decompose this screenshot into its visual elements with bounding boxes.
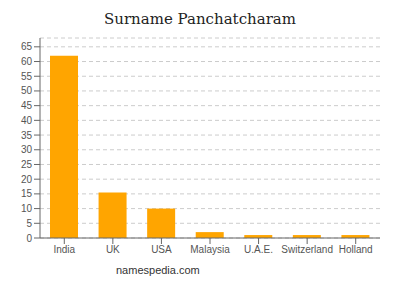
- svg-text:Holland: Holland: [339, 244, 373, 255]
- svg-text:Malaysia: Malaysia: [190, 244, 230, 255]
- html-text:namespedia.com: namespedia.com: [116, 264, 200, 276]
- svg-text:0: 0: [26, 233, 32, 244]
- svg-text:55: 55: [21, 71, 33, 82]
- svg-text:5: 5: [26, 218, 32, 229]
- svg-text:25: 25: [21, 159, 33, 170]
- svg-text:50: 50: [21, 85, 33, 96]
- svg-text:India: India: [53, 244, 75, 255]
- svg-text:20: 20: [21, 174, 33, 185]
- html-text:Surname Panchatcharam: Surname Panchatcharam: [104, 10, 296, 28]
- svg-text:35: 35: [21, 130, 33, 141]
- svg-text:60: 60: [21, 56, 33, 67]
- svg-text:30: 30: [21, 144, 33, 155]
- svg-text:45: 45: [21, 100, 33, 111]
- svg-text:U.A.E.: U.A.E.: [244, 244, 273, 255]
- svg-text:65: 65: [21, 41, 33, 52]
- svg-text:10: 10: [21, 203, 33, 214]
- svg-text:15: 15: [21, 188, 33, 199]
- svg-text:40: 40: [21, 115, 33, 126]
- svg-text:UK: UK: [106, 244, 120, 255]
- svg-text:Switzerland: Switzerland: [281, 244, 333, 255]
- svg-text:USA: USA: [151, 244, 172, 255]
